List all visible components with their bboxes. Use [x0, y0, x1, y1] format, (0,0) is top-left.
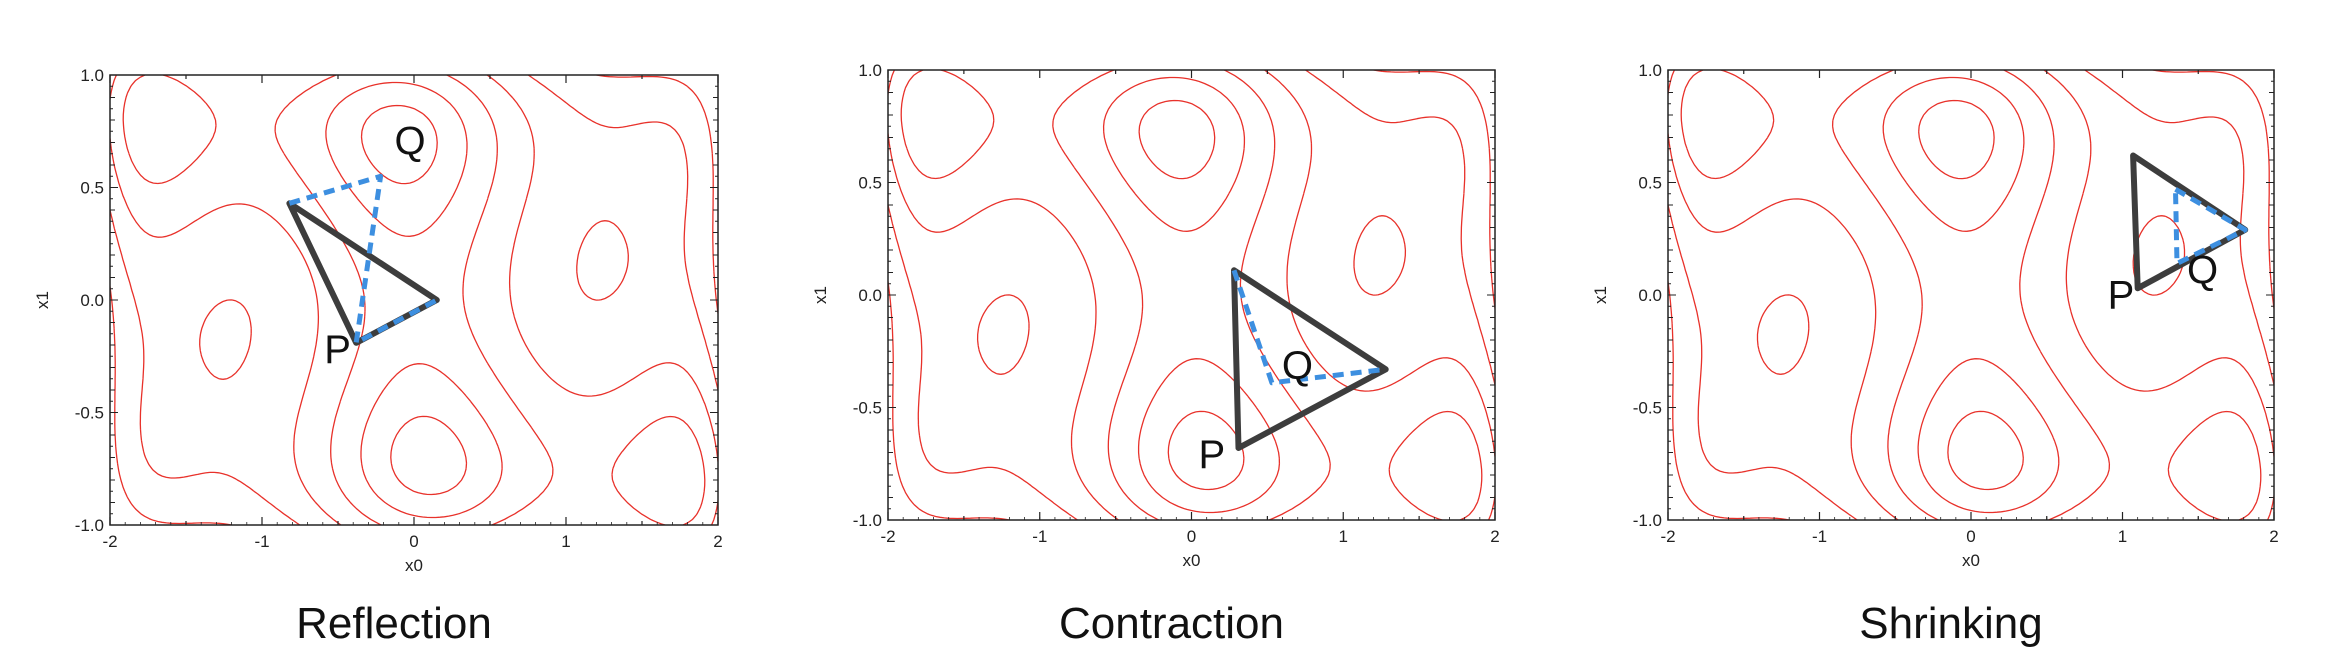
- x-tick-label: 1: [1339, 527, 1348, 546]
- y-tick-label: 0.0: [858, 286, 882, 305]
- x-tick-label: 0: [1187, 527, 1196, 546]
- y-tick-label: -1.0: [853, 511, 882, 530]
- contour-line: [1102, 76, 1281, 514]
- panel-caption: Reflection: [296, 599, 492, 648]
- x-tick-label: 1: [2118, 527, 2127, 546]
- simplex-triangle: [2130, 152, 2249, 292]
- contour-line: [122, 75, 706, 525]
- contour-line: [1668, 70, 2274, 520]
- y-tick-label: 0.0: [1638, 286, 1662, 305]
- contour-line: [1680, 70, 2262, 520]
- new-simplex-dashed: [288, 173, 438, 346]
- y-tick-label: -1.0: [1633, 511, 1662, 530]
- contour-line: [888, 70, 1495, 520]
- simplex-triangle: [1231, 267, 1389, 451]
- y-tick-label: 0.5: [858, 174, 882, 193]
- x-tick-label: 2: [2269, 527, 2278, 546]
- point-p-label: P: [324, 328, 351, 372]
- y-axis-label: x1: [811, 286, 830, 304]
- contour-lines: [1668, 70, 2274, 520]
- x-tick-label: -2: [880, 527, 895, 546]
- y-tick-label: 0.5: [1638, 174, 1662, 193]
- x-tick-label: -2: [102, 532, 117, 551]
- x-tick-label: 1: [561, 532, 570, 551]
- plot-panel: -2 -1 0 1 2 1.0 0.5 0.0 -0.5 -1.0 x0 x1 P Q Shrinking: [1591, 61, 2279, 648]
- new-simplex-dashed: [2173, 187, 2248, 266]
- point-p-label: P: [1199, 433, 1226, 477]
- x-tick-label: -1: [254, 532, 269, 551]
- x-axis-label: x0: [405, 556, 423, 575]
- x-tick-label: 2: [713, 532, 722, 551]
- contour-line: [1668, 70, 2274, 520]
- contour-line: [888, 70, 1495, 520]
- plot-panel: -2 -1 0 1 2 1.0 0.5 0.0 -0.5 -1.0 x0 x1 P Q Reflection: [33, 66, 723, 648]
- x-tick-label: 0: [1966, 527, 1975, 546]
- contour-line: [1882, 76, 2060, 514]
- plot-panel: -2 -1 0 1 2 1.0 0.5 0.0 -0.5 -1.0 x0 x1 P Q Contractio…: [811, 61, 1500, 648]
- x-tick-label: -2: [1660, 527, 1675, 546]
- x-tick-label: 2: [1490, 527, 1499, 546]
- contour-line: [325, 81, 503, 519]
- y-tick-label: -0.5: [853, 399, 882, 418]
- contour-line: [110, 75, 718, 525]
- contour-line: [1138, 99, 1245, 491]
- x-tick-label: -1: [1812, 527, 1827, 546]
- x-tick-label: -1: [1032, 527, 1047, 546]
- y-axis-label: x1: [1591, 286, 1610, 304]
- y-axis-label: x1: [33, 291, 52, 309]
- contour-lines: [888, 70, 1495, 520]
- panel-caption: Contraction: [1059, 599, 1284, 648]
- point-q-label: Q: [2187, 249, 2218, 293]
- y-tick-label: -0.5: [1633, 399, 1662, 418]
- panel-caption: Shrinking: [1859, 599, 2042, 648]
- point-p-label: P: [2108, 273, 2135, 317]
- x-axis-label: x0: [1183, 551, 1201, 570]
- new-simplex-dashed: [1231, 269, 1386, 386]
- contour-line: [1918, 99, 2024, 491]
- y-tick-label: 1.0: [1638, 61, 1662, 80]
- plot-frame: [887, 69, 1496, 521]
- y-tick-label: 0.0: [80, 291, 104, 310]
- contour-line: [900, 70, 1483, 520]
- point-q-label: Q: [395, 119, 426, 163]
- y-tick-label: 1.0: [858, 61, 882, 80]
- y-tick-label: 1.0: [80, 66, 104, 85]
- x-axis-label: x0: [1962, 551, 1980, 570]
- y-tick-label: -0.5: [75, 404, 104, 423]
- point-q-label: Q: [1282, 344, 1313, 388]
- contour-lines: [110, 75, 718, 525]
- y-tick-label: -1.0: [75, 516, 104, 535]
- simplex-triangle: [286, 200, 440, 346]
- contour-line: [360, 104, 468, 496]
- plot-frame: [1667, 69, 2275, 521]
- contour-line: [1668, 70, 2274, 520]
- x-tick-label: 0: [409, 532, 418, 551]
- contour-line: [110, 75, 718, 525]
- y-tick-label: 0.5: [80, 179, 104, 198]
- contour-line: [888, 70, 1495, 520]
